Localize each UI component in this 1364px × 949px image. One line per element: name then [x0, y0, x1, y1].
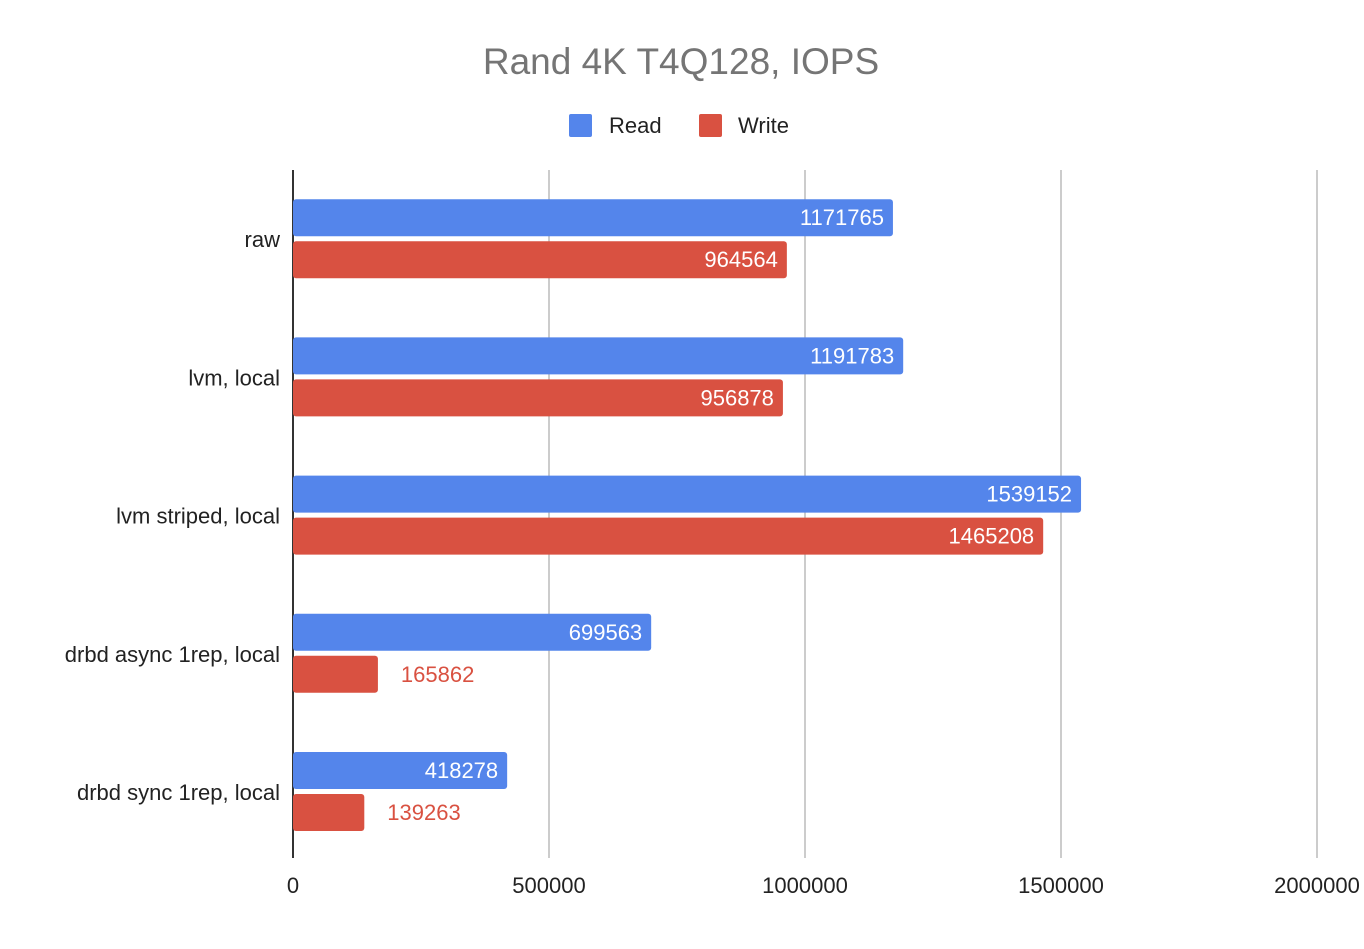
data-label: 139263	[387, 800, 460, 825]
data-label: 964564	[704, 247, 777, 272]
x-tick-label: 1500000	[1018, 873, 1104, 898]
legend-label-read: Read	[609, 113, 662, 138]
data-label: 699563	[569, 620, 642, 645]
category-label: lvm, local	[188, 365, 280, 390]
data-label: 418278	[425, 758, 498, 783]
category-label: raw	[245, 227, 281, 252]
x-tick-label: 0	[287, 873, 299, 898]
data-label: 1171765	[800, 205, 884, 230]
x-tick-label: 1000000	[762, 873, 848, 898]
bar-write	[293, 517, 1044, 555]
legend-label-write: Write	[738, 113, 789, 138]
bar-write	[293, 379, 783, 417]
category-label: lvm striped, local	[116, 504, 280, 529]
data-label: 1191783	[810, 343, 894, 368]
data-label: 956878	[700, 385, 773, 410]
bar-read	[293, 475, 1082, 513]
bar-write	[293, 794, 365, 831]
legend-swatch-read	[569, 114, 592, 137]
category-label: drbd async 1rep, local	[65, 642, 280, 667]
x-tick-label: 500000	[512, 873, 585, 898]
chart-title: Rand 4K T4Q128, IOPS	[483, 41, 879, 82]
bar-read	[293, 337, 904, 375]
x-tick-label: 2000000	[1274, 873, 1360, 898]
legend: Read Write	[569, 113, 789, 138]
bar-read	[293, 613, 652, 651]
category-label: drbd sync 1rep, local	[77, 780, 280, 805]
bar-read	[293, 752, 508, 789]
bar-write	[293, 241, 787, 279]
data-label: 1539152	[986, 482, 1072, 507]
legend-swatch-write	[699, 114, 722, 137]
data-label: 165862	[401, 662, 474, 687]
bar-read	[293, 199, 893, 237]
data-label: 1465208	[949, 524, 1035, 549]
bar-write	[293, 655, 378, 693]
